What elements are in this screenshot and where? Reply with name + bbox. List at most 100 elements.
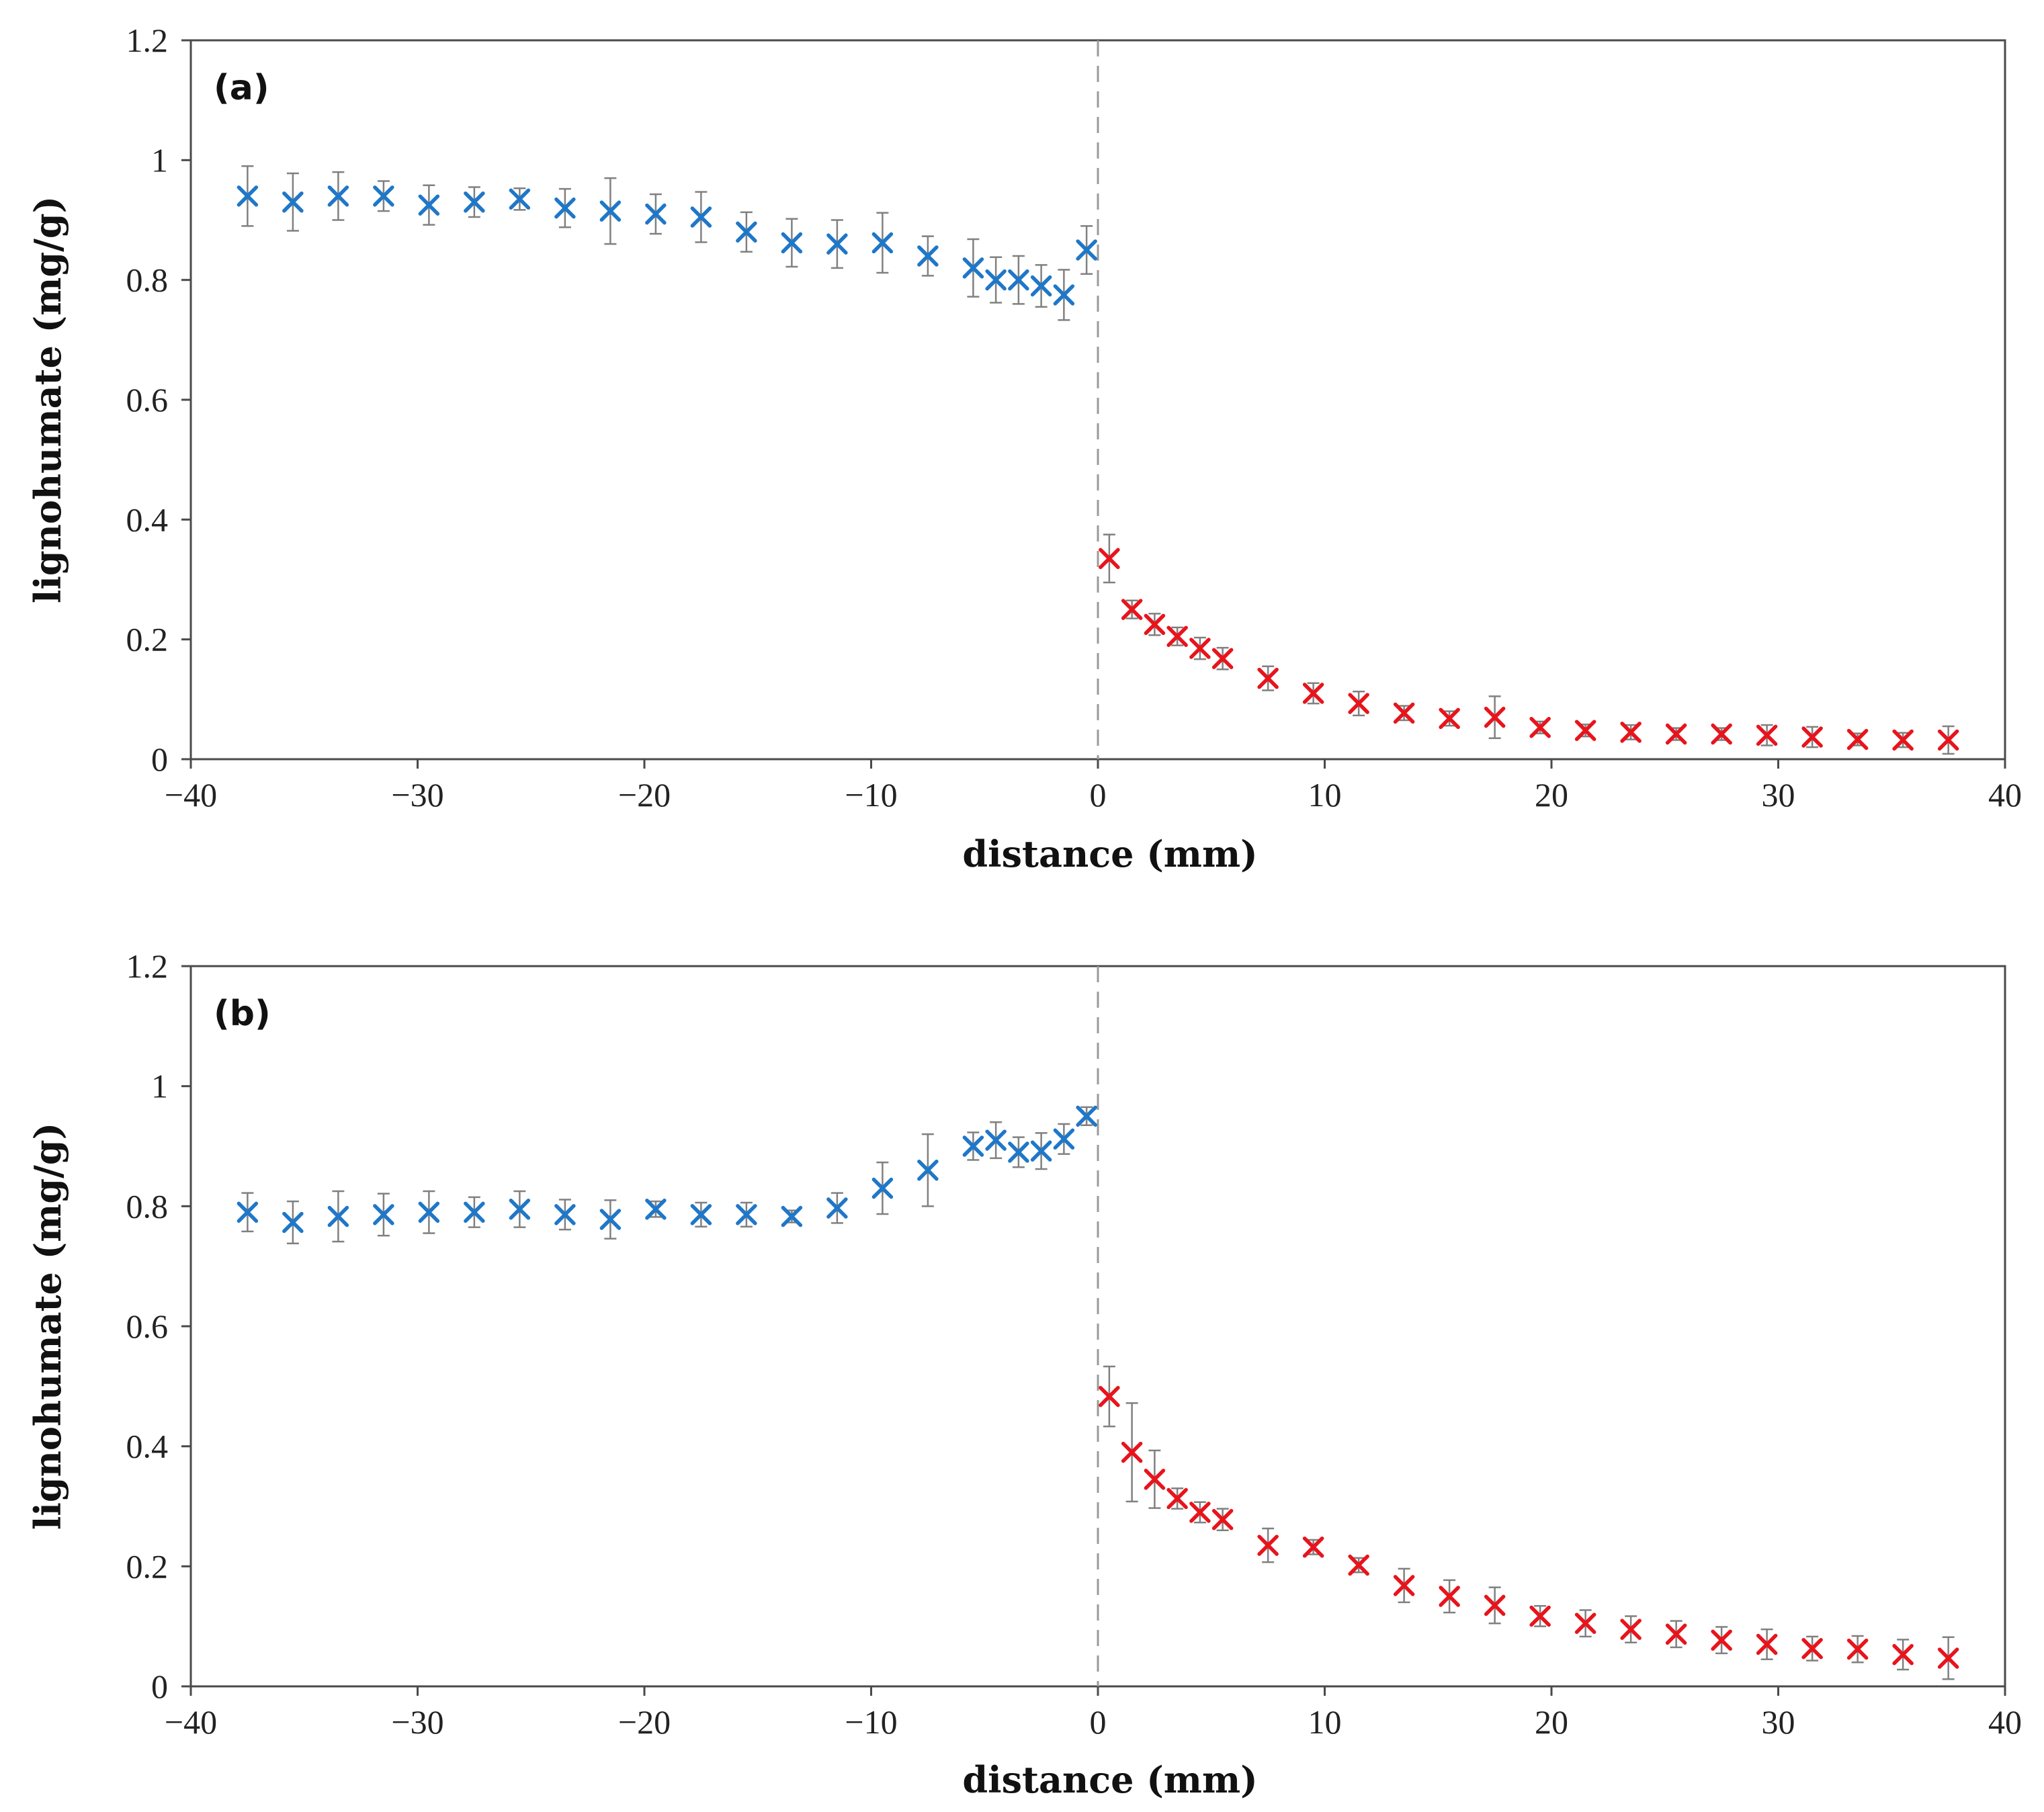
y-tick-label: 0.4 bbox=[126, 501, 169, 538]
data-point-stroke bbox=[327, 1205, 349, 1227]
data-point bbox=[1484, 706, 1506, 728]
data-point bbox=[917, 245, 939, 267]
data-point bbox=[464, 1201, 485, 1223]
data-point-stroke bbox=[1756, 1633, 1778, 1655]
data-point-stroke bbox=[1008, 269, 1029, 291]
data-point-stroke bbox=[1393, 702, 1415, 724]
data-point-stroke bbox=[599, 200, 622, 222]
data-point-stroke bbox=[1076, 1105, 1097, 1127]
data-point-stroke bbox=[1076, 239, 1097, 261]
data-point-stroke bbox=[418, 1201, 440, 1223]
data-point-stroke bbox=[1053, 1128, 1075, 1150]
data-point bbox=[1008, 269, 1029, 291]
data-point bbox=[1008, 1141, 1029, 1163]
data-point bbox=[736, 221, 757, 243]
data-point bbox=[373, 1204, 394, 1225]
data-point-stroke bbox=[1801, 1637, 1823, 1659]
data-point bbox=[1166, 625, 1188, 647]
data-point-stroke bbox=[1348, 693, 1369, 714]
data-point bbox=[1121, 1441, 1143, 1463]
x-axis-label-b: distance (mm) bbox=[962, 1758, 1257, 1801]
y-tick-label: 0.6 bbox=[126, 381, 169, 419]
data-point bbox=[1665, 1623, 1687, 1645]
data-point-stroke bbox=[1099, 1385, 1120, 1408]
data-point-stroke bbox=[736, 1204, 757, 1225]
data-point-stroke bbox=[464, 1201, 485, 1223]
data-point-stroke bbox=[554, 197, 576, 219]
data-point bbox=[781, 1205, 803, 1227]
panel-a: (a) distance (mm) lignohumate (mg/g) −40… bbox=[26, 21, 2022, 875]
data-point bbox=[1937, 1647, 1959, 1669]
data-point bbox=[599, 1209, 622, 1230]
data-point bbox=[1144, 613, 1166, 636]
data-point-stroke bbox=[1756, 724, 1778, 746]
data-point-stroke bbox=[509, 1199, 531, 1220]
data-point-stroke bbox=[1211, 648, 1234, 669]
data-point-stroke bbox=[826, 1197, 848, 1219]
data-point bbox=[1211, 1508, 1234, 1530]
data-point bbox=[1574, 720, 1596, 741]
data-point bbox=[554, 1204, 576, 1225]
data-point-stroke bbox=[373, 1204, 394, 1225]
data-point-stroke bbox=[871, 232, 894, 254]
data-point-stroke bbox=[327, 185, 349, 207]
data-point bbox=[1030, 275, 1052, 297]
data-point bbox=[736, 1204, 757, 1225]
data-point-stroke bbox=[1711, 723, 1732, 745]
data-point-stroke bbox=[1030, 1140, 1052, 1162]
data-point-stroke bbox=[1166, 625, 1188, 647]
data-point-stroke bbox=[1099, 548, 1120, 570]
data-point bbox=[327, 185, 349, 207]
data-point-stroke bbox=[282, 191, 304, 213]
data-point bbox=[871, 232, 894, 254]
data-point-stroke bbox=[871, 1177, 894, 1199]
data-point-stroke bbox=[781, 232, 803, 254]
y-tick-label: 1 bbox=[151, 1068, 168, 1105]
data-point-stroke bbox=[1620, 1619, 1642, 1640]
y-tick-label: 0 bbox=[151, 740, 168, 778]
data-point-stroke bbox=[418, 194, 440, 216]
data-point-stroke bbox=[237, 1201, 259, 1223]
data-point bbox=[1030, 1140, 1052, 1162]
data-point-stroke bbox=[1008, 1141, 1029, 1163]
data-point bbox=[1076, 1105, 1097, 1127]
y-tick-label: 1.2 bbox=[126, 947, 169, 985]
data-point bbox=[1711, 1629, 1732, 1651]
data-point bbox=[599, 200, 622, 222]
y-axis-label-b: lignohumate (mg/g) bbox=[26, 1123, 69, 1530]
data-point bbox=[917, 1159, 939, 1181]
data-point bbox=[464, 191, 485, 213]
data-point bbox=[282, 1211, 304, 1234]
data-point-stroke bbox=[1121, 599, 1143, 620]
x-tick-label: 0 bbox=[1090, 1703, 1107, 1741]
data-point bbox=[1076, 239, 1097, 261]
data-point-stroke bbox=[1574, 720, 1596, 741]
data-point bbox=[1892, 1643, 1914, 1666]
x-tick-label: 10 bbox=[1308, 1703, 1342, 1741]
data-point-stroke bbox=[962, 257, 984, 279]
data-point-stroke bbox=[1211, 1508, 1234, 1530]
data-point-stroke bbox=[1144, 613, 1166, 636]
data-point bbox=[962, 1135, 984, 1157]
x-tick-label: −30 bbox=[391, 776, 443, 814]
data-point bbox=[1053, 1128, 1075, 1150]
x-tick-label: 30 bbox=[1762, 776, 1795, 814]
data-point bbox=[962, 257, 984, 279]
data-point bbox=[237, 185, 259, 207]
data-point bbox=[1574, 1612, 1596, 1634]
data-point bbox=[1711, 723, 1732, 745]
x-tick-label: 10 bbox=[1308, 776, 1342, 814]
data-point bbox=[282, 191, 304, 213]
data-point-stroke bbox=[373, 185, 394, 207]
x-tick-label: 40 bbox=[1988, 1703, 2022, 1741]
data-point bbox=[1937, 729, 1959, 751]
data-point-stroke bbox=[1484, 706, 1506, 728]
data-point bbox=[1620, 1619, 1642, 1640]
y-tick-label: 0.6 bbox=[126, 1307, 169, 1345]
data-point-stroke bbox=[1257, 667, 1279, 689]
data-point-stroke bbox=[237, 185, 259, 207]
y-tick-label: 1.2 bbox=[126, 21, 169, 59]
data-point bbox=[373, 185, 394, 207]
data-point-stroke bbox=[1665, 1623, 1687, 1645]
